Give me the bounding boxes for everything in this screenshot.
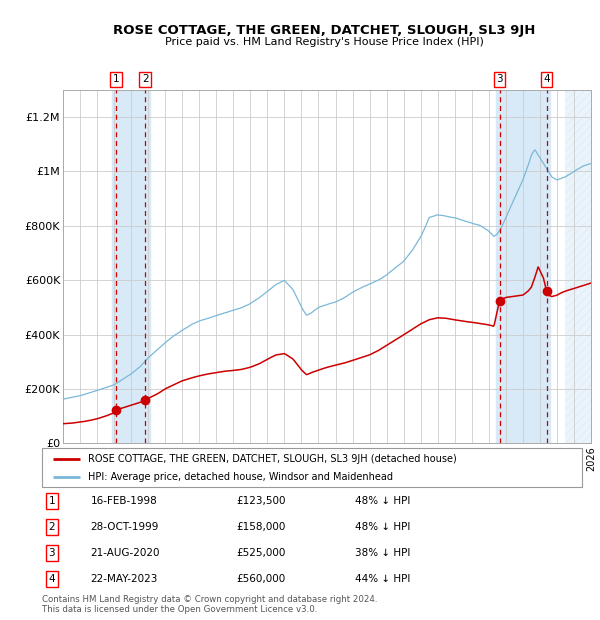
Text: 48% ↓ HPI: 48% ↓ HPI [355,496,410,506]
Text: 4: 4 [543,74,550,84]
Text: 21-AUG-2020: 21-AUG-2020 [91,548,160,558]
Text: £158,000: £158,000 [236,522,286,532]
Text: 4: 4 [49,574,55,584]
Text: £525,000: £525,000 [236,548,286,558]
Text: Price paid vs. HM Land Registry's House Price Index (HPI): Price paid vs. HM Land Registry's House … [164,37,484,47]
Text: 28-OCT-1999: 28-OCT-1999 [91,522,159,532]
Text: 44% ↓ HPI: 44% ↓ HPI [355,574,410,584]
Text: 2: 2 [142,74,148,84]
Bar [112,90,150,443]
Text: 3: 3 [49,548,55,558]
Text: HPI: Average price, detached house, Windsor and Maidenhead: HPI: Average price, detached house, Wind… [88,472,393,482]
Text: 38% ↓ HPI: 38% ↓ HPI [355,548,410,558]
Text: 2: 2 [49,522,55,532]
Text: £123,500: £123,500 [236,496,286,506]
Text: This data is licensed under the Open Government Licence v3.0.: This data is licensed under the Open Gov… [42,605,317,614]
Bar [565,90,591,443]
Text: 16-FEB-1998: 16-FEB-1998 [91,496,157,506]
Text: £560,000: £560,000 [236,574,286,584]
Text: 1: 1 [49,496,55,506]
Bar [496,90,550,443]
Text: ROSE COTTAGE, THE GREEN, DATCHET, SLOUGH, SL3 9JH: ROSE COTTAGE, THE GREEN, DATCHET, SLOUGH… [113,24,535,37]
Text: 1: 1 [113,74,119,84]
Text: 22-MAY-2023: 22-MAY-2023 [91,574,158,584]
Text: 3: 3 [496,74,503,84]
Text: ROSE COTTAGE, THE GREEN, DATCHET, SLOUGH, SL3 9JH (detached house): ROSE COTTAGE, THE GREEN, DATCHET, SLOUGH… [88,454,457,464]
Text: 48% ↓ HPI: 48% ↓ HPI [355,522,410,532]
Text: Contains HM Land Registry data © Crown copyright and database right 2024.: Contains HM Land Registry data © Crown c… [42,595,377,604]
